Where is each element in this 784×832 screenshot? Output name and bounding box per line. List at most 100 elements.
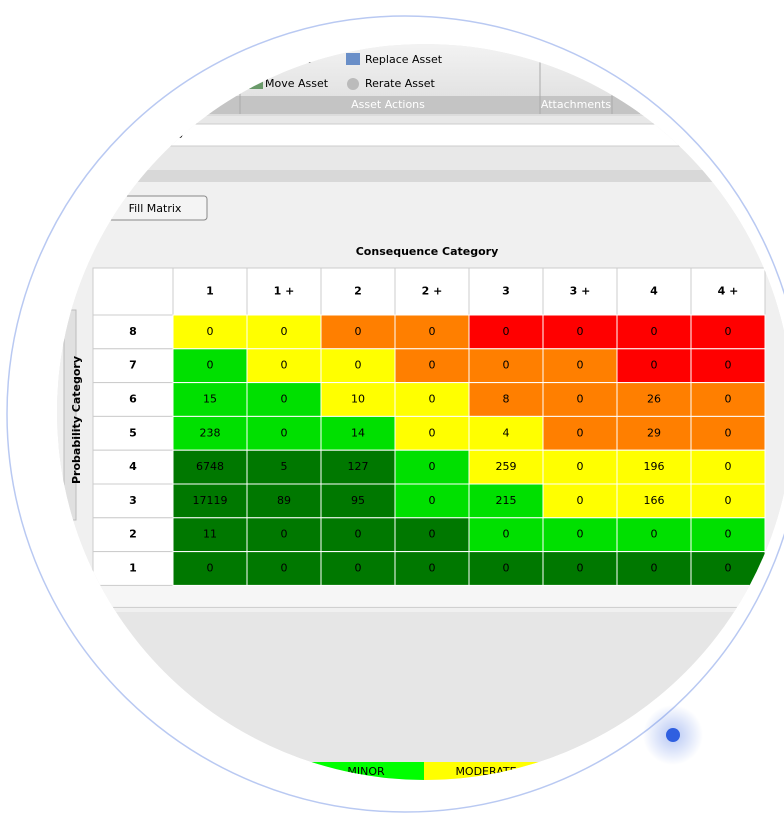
row-header: 3 [129, 494, 137, 507]
y-title: Probability Category [70, 356, 83, 484]
column-header: 1 + [274, 285, 295, 298]
cell-value: 0 [429, 325, 436, 338]
row-header: 2 [129, 528, 137, 541]
tab[interactable]: Attachments [541, 98, 611, 111]
matrix-cell [246, 382, 322, 417]
cell-value: 0 [355, 325, 362, 338]
matrix-cell [616, 517, 692, 553]
cell-value: 259 [496, 460, 517, 473]
column-header: 4 + [718, 285, 739, 298]
row-header-cell [92, 348, 174, 384]
matrix-cell [542, 415, 618, 451]
matrix-cell [690, 415, 766, 451]
matrix-cell [690, 483, 766, 519]
cell-value: 0 [577, 494, 584, 507]
column-header: 4 [650, 285, 658, 298]
column-header: 1 [206, 285, 214, 298]
matrix-cell [616, 382, 692, 417]
cell-value: 0 [281, 325, 288, 338]
toolbar-item[interactable]: Move Asset [265, 77, 329, 90]
matrix-cell [394, 415, 470, 451]
cell-value: 0 [503, 528, 510, 541]
toolbar-item[interactable]: sset [288, 53, 311, 66]
matrix-cell [690, 382, 766, 417]
cell-value: 11 [203, 528, 217, 541]
matrix-cell [690, 314, 766, 350]
cell-value: 15 [203, 393, 217, 406]
cell-value: 0 [725, 393, 732, 406]
column-header: 3 + [570, 285, 591, 298]
cell-value: 0 [503, 325, 510, 338]
cell-value: 238 [200, 426, 221, 439]
matrix-cell [320, 551, 396, 586]
matrix-cell [542, 517, 618, 553]
row-header: 4 [129, 460, 137, 473]
matrix-cell [246, 483, 322, 519]
cell-value: 10 [351, 393, 365, 406]
matrix-cell [320, 517, 396, 553]
toolbar-item[interactable]: Rerate Asset [365, 77, 436, 90]
dot [666, 728, 680, 742]
outer-ring [6, 15, 784, 813]
cell-value: 0 [651, 528, 658, 541]
matrix-cell [468, 483, 544, 519]
matrix-cell [542, 314, 618, 350]
matrix-cell [690, 517, 766, 553]
row-header: 1 [129, 562, 137, 575]
cell-value: 0 [207, 325, 214, 338]
matrix-cell [320, 483, 396, 519]
column-header: 2 [354, 285, 362, 298]
matrix-cell [394, 517, 470, 553]
cell-value: 0 [725, 494, 732, 507]
cell-value: 0 [355, 562, 362, 575]
matrix-cell [394, 551, 470, 586]
row-header-cell [92, 517, 174, 553]
cell-value: 0 [281, 426, 288, 439]
cell-value: 0 [429, 494, 436, 507]
cell-value: 0 [281, 359, 288, 372]
matrix-cell [616, 314, 692, 350]
matrix-cell [246, 517, 322, 553]
cell-value: 89 [277, 494, 291, 507]
row-header: 8 [129, 325, 137, 338]
matrix-cell [616, 483, 692, 519]
cell-value: 0 [207, 562, 214, 575]
cell-value: 0 [429, 562, 436, 575]
matrix-cell [542, 551, 618, 586]
matrix-cell [320, 314, 396, 350]
cell-value: 166 [644, 494, 665, 507]
cell-value: 0 [577, 325, 584, 338]
cell-value: 0 [503, 562, 510, 575]
row-header-cell [92, 551, 174, 586]
cell-value: 0 [429, 426, 436, 439]
cell-value: 0 [429, 460, 436, 473]
cell-value: 8 [503, 393, 510, 406]
cell-value: 0 [281, 562, 288, 575]
cell-value: 0 [281, 393, 288, 406]
header-row [92, 267, 766, 316]
row-header-cell [92, 483, 174, 519]
cell-value: 0 [429, 528, 436, 541]
matrix-cell [542, 348, 618, 384]
row-header: 7 [129, 359, 137, 372]
cell-value: 4 [503, 426, 510, 439]
cell-value: 0 [429, 359, 436, 372]
cell-value: 26 [647, 393, 661, 406]
matrix-cell [172, 415, 248, 451]
cell-value: 215 [496, 494, 517, 507]
cell-value: 0 [651, 325, 658, 338]
cell-value: 127 [348, 460, 369, 473]
legend-label: MODERATE [455, 765, 516, 778]
button-label[interactable]: Fill Matrix [129, 202, 182, 215]
toolbar-item[interactable]: Replace Asset [365, 53, 443, 66]
matrix-cell [616, 551, 692, 586]
cell-value: 0 [577, 359, 584, 372]
matrix-cell [394, 382, 470, 417]
column-header: 3 [502, 285, 510, 298]
legend-label: MINOR [347, 765, 385, 778]
matrix-cell [468, 449, 544, 485]
matrix-cell [468, 517, 544, 553]
matrix-cell [246, 348, 322, 384]
